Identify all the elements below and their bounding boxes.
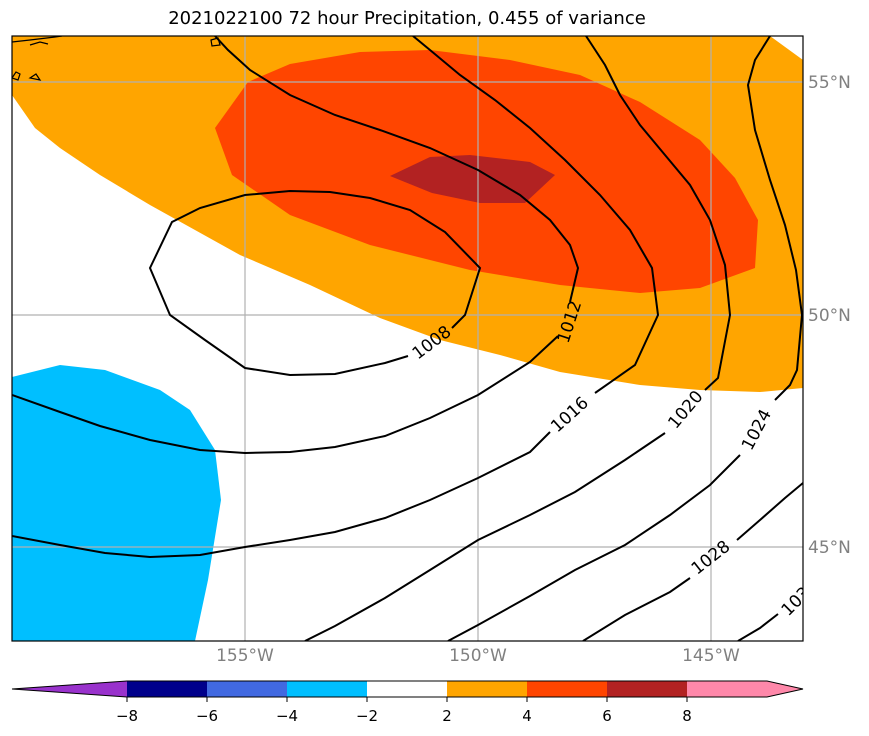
colorbar-segment <box>287 681 367 697</box>
lat-label: 45°N <box>808 538 851 558</box>
colorbar-tick-label: −2 <box>356 707 378 725</box>
colorbar-segment <box>127 681 207 697</box>
colorbar: −8 −6 −4 −2 2 4 6 8 <box>11 680 804 725</box>
isobar-1008 <box>148 189 482 377</box>
lat-label: 55°N <box>808 73 851 93</box>
isobar-1016 <box>12 36 660 559</box>
colorbar-tick-label: −8 <box>116 707 138 725</box>
colorbar-tick-label: −4 <box>276 707 298 725</box>
isobar-1020 <box>304 36 732 641</box>
isobar-1012 <box>12 36 580 455</box>
longitude-labels: 155°W 150°W 145°W <box>216 646 740 666</box>
map-frame <box>11 35 804 642</box>
coastline <box>12 36 221 81</box>
isobar-1024 <box>447 36 803 641</box>
colorbar-segment <box>527 681 607 697</box>
colorbar-segment <box>607 681 687 697</box>
lon-label: 150°W <box>449 646 507 666</box>
isobar-1032 <box>737 613 779 641</box>
clear-region-ne <box>770 36 803 60</box>
colorbar-tick-label: 4 <box>522 707 532 725</box>
colorbar-tick-label: 2 <box>442 707 452 725</box>
colorbar-segment <box>687 681 767 697</box>
lat-label: 50°N <box>808 306 851 326</box>
lon-label: 145°W <box>682 646 740 666</box>
isobar-1028 <box>582 482 803 641</box>
map-title: 2021022100 72 hour Precipitation, 0.455 … <box>168 8 646 29</box>
colorbar-segment <box>207 681 287 697</box>
latitude-labels: 55°N 50°N 45°N <box>808 73 851 558</box>
colorbar-tick-label: 8 <box>682 707 692 725</box>
map-plot-area: 1008 1012 1016 1020 1024 1028 1032 <box>12 36 803 641</box>
colorbar-tick-label: 6 <box>602 707 612 725</box>
isobars <box>12 36 803 641</box>
colorbar-extend-low <box>12 681 127 697</box>
colorbar-extend-high <box>767 681 803 697</box>
lon-label: 155°W <box>216 646 274 666</box>
colorbar-tick-label: −6 <box>196 707 218 725</box>
colorbar-segment <box>367 681 447 697</box>
colorbar-segment <box>447 681 527 697</box>
precip-region-blue <box>12 365 221 641</box>
